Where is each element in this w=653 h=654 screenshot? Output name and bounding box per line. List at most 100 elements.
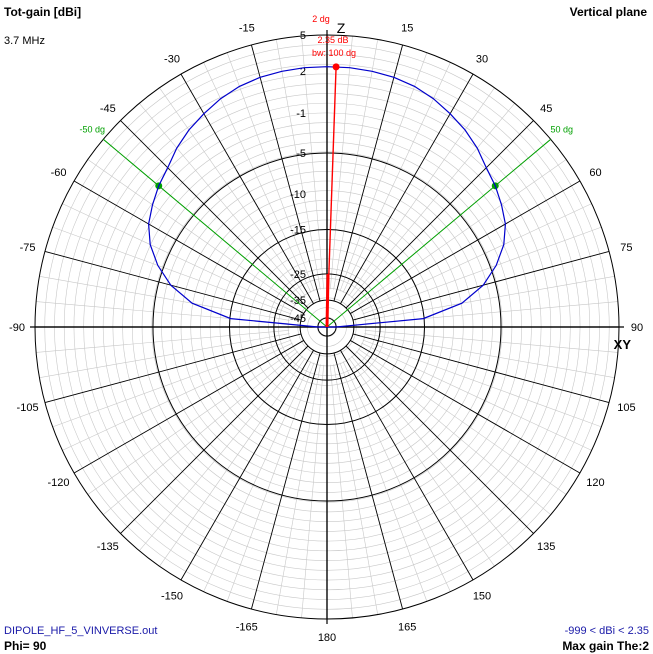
major-grid-spoke [333, 44, 404, 302]
major-grid-spoke [120, 120, 309, 309]
major-grid-spoke [180, 350, 314, 581]
plane-label: Vertical plane [569, 5, 647, 19]
angle-tick-label: 45 [540, 103, 552, 115]
angle-tick-label: 90 [631, 322, 643, 334]
beamwidth-label: 50 dg [550, 125, 573, 135]
beamwidth-value-label: bw: 100 dg [312, 48, 356, 58]
gain-range-label: -999 < dBi < 2.35 [564, 625, 649, 637]
major-grid-spoke [350, 340, 581, 474]
minor-grid-spoke [52, 339, 292, 428]
radial-tick-label: -1 [296, 108, 306, 120]
peak-marker [332, 63, 340, 71]
minor-grid-spoke [364, 330, 618, 353]
major-grid-spoke [73, 340, 304, 474]
minor-grid-spoke [103, 351, 299, 515]
minor-grid-spoke [348, 357, 495, 567]
major-grid-spoke [44, 250, 302, 321]
minor-grid-spoke [355, 351, 551, 515]
minor-grid-spoke [330, 36, 353, 290]
major-grid-spoke [340, 350, 474, 581]
radial-tick-label: 2 [300, 66, 306, 78]
peak-gain-label: 2.35 dB [317, 35, 348, 45]
minor-grid-spoke [348, 87, 495, 297]
minor-grid-spoke [139, 355, 303, 551]
radial-tick-label: -45 [290, 313, 306, 325]
angle-tick-label: 120 [586, 477, 604, 489]
angle-tick-label: 150 [473, 590, 491, 602]
radial-tick-label: 5 [300, 30, 306, 42]
minor-grid-spoke [87, 159, 297, 306]
minor-grid-spoke [339, 362, 428, 602]
angle-tick-label: 105 [617, 402, 635, 414]
minor-grid-spoke [226, 52, 315, 292]
angle-tick-label: 60 [589, 167, 601, 179]
minor-grid-spoke [364, 275, 615, 321]
z-axis-label: Z [337, 20, 346, 36]
minor-grid-spoke [275, 39, 321, 290]
major-grid-spoke [180, 73, 314, 304]
minor-grid-spoke [275, 364, 321, 615]
chart-title: Tot-gain [dBi] [4, 5, 82, 19]
angle-tick-label: 75 [620, 242, 632, 254]
minor-grid-spoke [342, 361, 451, 592]
major-grid-spoke [44, 333, 302, 404]
angle-tick-label: -105 [17, 402, 39, 414]
major-grid-spoke [73, 180, 304, 314]
minor-grid-spoke [362, 226, 602, 315]
minor-grid-spoke [342, 62, 451, 293]
beamwidth-line [102, 138, 328, 328]
major-grid-spoke [350, 180, 581, 314]
angle-tick-label: -75 [20, 242, 36, 254]
minor-grid-spoke [351, 103, 515, 299]
angle-tick-label: 15 [401, 23, 413, 35]
peak-angle-label: 2 dg [312, 14, 330, 24]
major-grid-spoke [120, 345, 309, 534]
radial-tick-label: -25 [290, 269, 306, 281]
angle-tick-label: 180 [318, 632, 336, 644]
minor-grid-spoke [364, 333, 615, 379]
minor-grid-spoke [357, 159, 567, 306]
angle-tick-label: -90 [9, 322, 25, 334]
major-grid-spoke [340, 73, 474, 304]
minor-grid-spoke [301, 36, 324, 290]
minor-grid-spoke [362, 339, 602, 428]
major-grid-spoke [333, 352, 404, 610]
minor-grid-spoke [203, 62, 312, 293]
major-grid-spoke [345, 120, 534, 309]
minor-grid-spoke [330, 364, 353, 618]
minor-grid-spoke [203, 361, 312, 592]
minor-grid-spoke [357, 348, 567, 495]
angle-tick-label: -45 [100, 103, 116, 115]
major-grid-spoke [250, 352, 321, 610]
radial-tick-label: -15 [290, 224, 306, 236]
radial-tick-label: -10 [290, 189, 306, 201]
major-grid-spoke [352, 250, 610, 321]
minor-grid-spoke [351, 355, 515, 551]
minor-grid-spoke [159, 357, 306, 567]
max-gain-label: Max gain The:2 [562, 639, 649, 653]
angle-tick-label: 135 [537, 541, 555, 553]
radial-tick-label: -5 [296, 148, 306, 160]
minor-grid-spoke [361, 342, 592, 451]
minor-grid-spoke [139, 103, 303, 299]
angle-tick-label: 30 [476, 54, 488, 66]
filename-label: DIPOLE_HF_5_VINVERSE.out [4, 625, 158, 637]
angle-tick-label: -60 [51, 167, 67, 179]
angle-tick-label: 165 [398, 621, 416, 633]
xy-axis-label: XY [614, 337, 632, 352]
beamwidth-line [326, 138, 552, 328]
minor-grid-spoke [39, 333, 290, 379]
peak-direction-base [325, 273, 330, 328]
minor-grid-spoke [159, 87, 306, 297]
beamwidth-label: -50 dg [79, 125, 105, 135]
phi-label: Phi= 90 [4, 639, 47, 653]
minor-grid-spoke [339, 52, 428, 292]
minor-grid-spoke [52, 226, 292, 315]
angle-tick-label: -135 [97, 541, 119, 553]
minor-grid-spoke [87, 348, 297, 495]
minor-grid-spoke [361, 203, 592, 312]
major-grid-spoke [352, 333, 610, 404]
minor-grid-spoke [36, 330, 290, 353]
angle-tick-label: -150 [161, 590, 183, 602]
